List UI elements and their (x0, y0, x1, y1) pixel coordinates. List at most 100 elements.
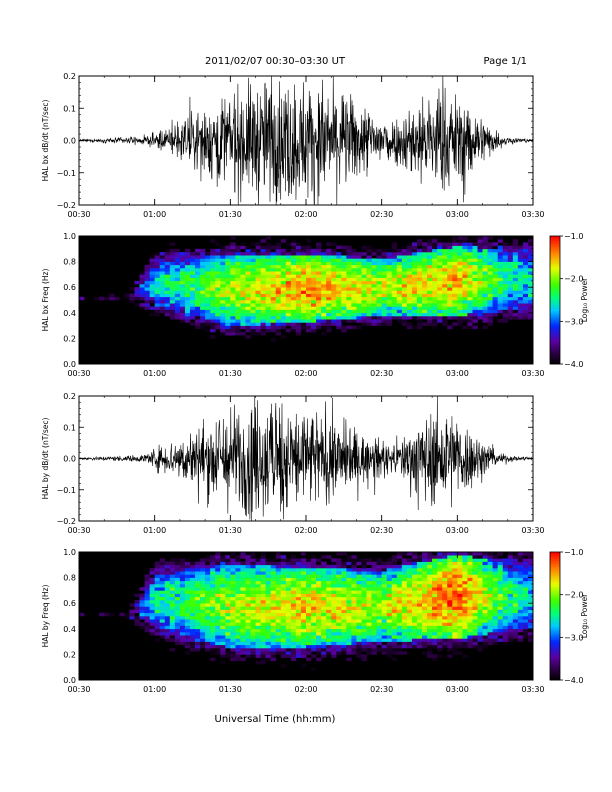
spectrogram-cell (361, 638, 367, 642)
spectrogram-cell (366, 590, 372, 594)
spectrogram-cell (240, 255, 246, 259)
spectrogram-cell (452, 300, 458, 304)
spectrogram-cell (346, 325, 352, 330)
spectrogram-cell (179, 564, 186, 569)
spectrogram-cell (361, 648, 367, 652)
spectrogram-cell (290, 619, 297, 623)
spectrogram-cell (311, 319, 317, 323)
spectrogram-cell (275, 264, 282, 269)
spectrogram-cell (230, 651, 236, 655)
spectrogram-cell (437, 248, 443, 253)
spectrogram-cell (184, 593, 191, 598)
spectrogram-cell (522, 252, 529, 256)
spectrogram-cell (341, 648, 347, 652)
spectrogram-cell (376, 587, 382, 591)
spectrogram-cell (472, 577, 478, 582)
spectrogram-cell (205, 625, 211, 630)
spectrogram-cell (467, 609, 473, 614)
spectrogram-cell (351, 561, 357, 566)
spectrogram-cell (306, 622, 312, 626)
spectrogram-cell (184, 303, 191, 307)
spectrogram-cell (270, 628, 277, 633)
spectrogram-cell (306, 296, 312, 301)
spectrogram-cell (270, 255, 277, 259)
spectrogram-cell (457, 277, 463, 282)
colorbar-swatch (550, 650, 560, 653)
spectrogram-cell (215, 644, 221, 649)
spectrogram-cell (215, 600, 221, 604)
spectrogram-cell (472, 609, 478, 614)
spectrogram-cell (437, 635, 443, 639)
spectrogram-cell (447, 644, 453, 649)
spectrogram-cell (396, 648, 403, 652)
spectrogram-cell (341, 638, 347, 642)
spectrogram-cell (356, 284, 362, 288)
spectrogram-cell (184, 264, 191, 269)
spectrogram-cell (210, 619, 216, 623)
spectrogram-cell (326, 264, 332, 269)
spectrogram-cell (462, 280, 468, 285)
spectrogram-cell (240, 577, 246, 582)
spectrogram-cell (482, 255, 488, 259)
spectrogram-cell (326, 274, 332, 278)
spectrogram-cell (250, 271, 256, 275)
spectrogram-cell (452, 296, 458, 301)
spectrogram-cell (472, 641, 478, 646)
spectrogram-cell (406, 603, 413, 607)
spectrogram-cell (225, 561, 231, 566)
spectrogram-cell (406, 612, 413, 617)
spectrogram-cell (411, 306, 418, 310)
spectrogram-cell (149, 596, 155, 601)
spectrogram-cell (245, 564, 251, 569)
spectrogram-cell (275, 312, 282, 317)
spectrogram-cell (447, 312, 453, 317)
spectrogram-cell (411, 612, 418, 617)
spectrogram-cell (447, 325, 453, 330)
spectrogram-cell (290, 622, 297, 626)
spectrogram-cell (386, 264, 393, 269)
spectrogram-cell (447, 255, 453, 259)
spectrogram-cell (275, 638, 282, 642)
spectrogram-cell (452, 322, 458, 326)
spectrogram-cell (316, 574, 322, 578)
spectrogram-cell (482, 245, 488, 250)
spectrogram-cell (139, 612, 145, 617)
spectrogram-cell (144, 306, 150, 310)
spectrogram-cell (200, 619, 206, 623)
spectrogram-cell (457, 609, 463, 614)
spectrogram-cell (427, 300, 433, 304)
spectrogram-cell (245, 616, 251, 620)
spectrogram-cell (250, 603, 256, 607)
spectrogram-cell (401, 625, 408, 630)
spectrogram-cell (205, 306, 211, 310)
spectrogram-cell (381, 287, 388, 291)
spectrogram-cell (442, 312, 448, 317)
spectrogram-cell (487, 287, 493, 291)
spectrogram-cell (527, 306, 534, 310)
spectrogram-cell (527, 290, 534, 294)
colorbar-swatch (550, 342, 560, 346)
spectrogram-cell (270, 287, 277, 291)
spectrogram-cell (280, 648, 287, 652)
y-tick-label: 0.6 (63, 283, 76, 292)
spectrogram-cell (149, 606, 155, 610)
colorbar-swatch (550, 244, 560, 248)
spectrogram-cell (290, 287, 297, 291)
spectrogram-cell (467, 580, 473, 585)
spectrogram-cell (245, 255, 251, 259)
spectrogram-cell (285, 277, 292, 282)
spectrogram-cell (295, 284, 302, 288)
spectrogram-cell (210, 284, 216, 288)
spectrogram-cell (427, 571, 433, 575)
spectrogram-cell (336, 590, 342, 594)
spectrogram-cell (260, 258, 266, 262)
spectrogram-cell (527, 280, 534, 285)
spectrogram-cell (422, 284, 428, 288)
colorbar-swatch (550, 253, 560, 256)
spectrogram-cell (290, 245, 297, 250)
spectrogram-cell (422, 638, 428, 642)
spectrogram-cell (522, 603, 529, 607)
spectrogram-cell (422, 612, 428, 617)
spectrogram-cell (391, 277, 398, 282)
spectrogram-cell (240, 312, 246, 317)
